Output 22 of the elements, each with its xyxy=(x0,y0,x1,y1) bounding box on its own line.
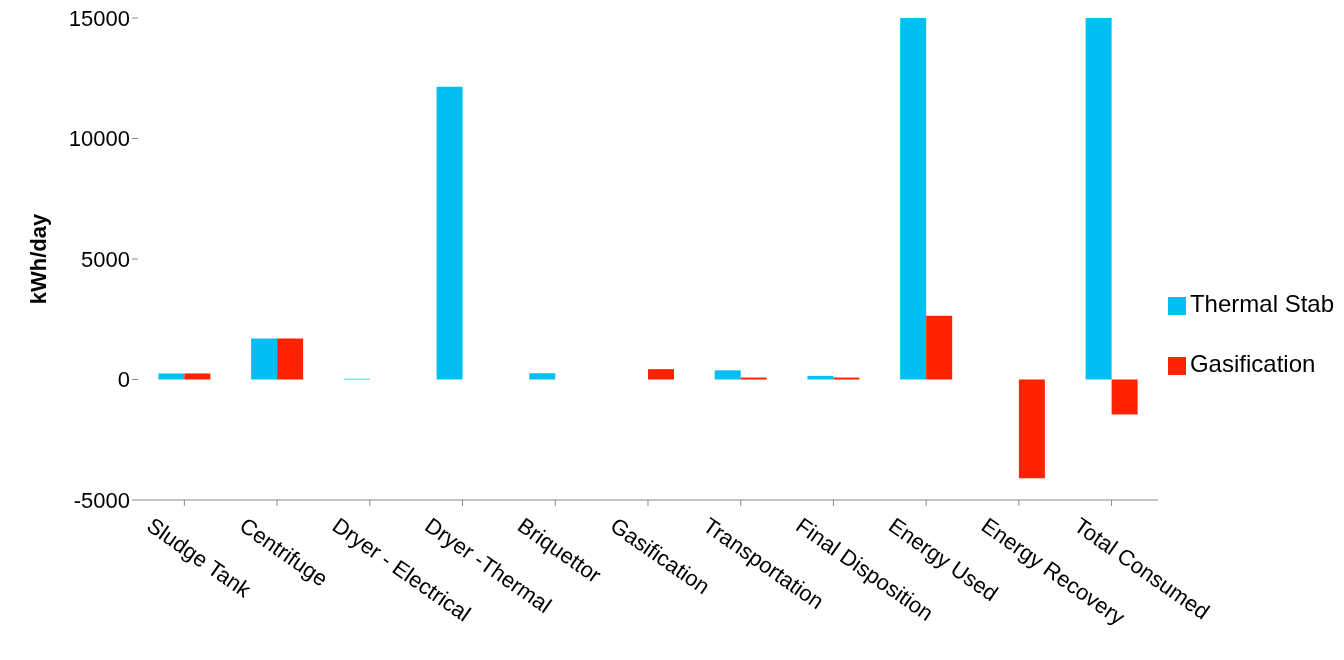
bar xyxy=(900,18,927,380)
bar xyxy=(1085,18,1112,380)
legend-label: Gasification xyxy=(1189,350,1316,377)
bar xyxy=(277,338,304,380)
y-tick-label: 0 xyxy=(117,367,130,393)
bar xyxy=(436,86,463,380)
bar xyxy=(1111,379,1138,415)
y-tick-label: 10000 xyxy=(68,126,130,152)
bar xyxy=(926,315,953,380)
y-tick-label: 15000 xyxy=(68,5,130,31)
bar xyxy=(184,373,211,380)
bar xyxy=(251,338,278,380)
bar xyxy=(807,375,834,380)
bar xyxy=(158,373,185,380)
bar xyxy=(648,369,675,380)
y-tick-label: -5000 xyxy=(73,487,130,513)
bar xyxy=(529,373,556,380)
legend-label: Thermal Stab xyxy=(1189,290,1334,317)
y-axis-title: kWh/day xyxy=(25,213,51,305)
bar xyxy=(1018,379,1045,479)
y-tick-label: 5000 xyxy=(81,246,130,272)
bar xyxy=(714,370,741,380)
